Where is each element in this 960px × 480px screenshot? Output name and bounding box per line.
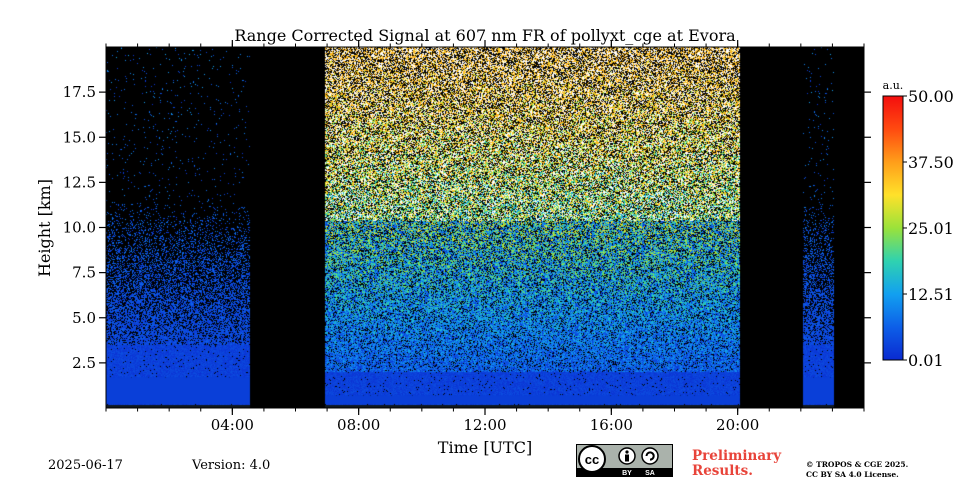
- x-tick-label: 16:00: [590, 416, 633, 434]
- y-tick-label: 12.5: [63, 173, 96, 191]
- y-tick-label: 15.0: [63, 128, 96, 146]
- colorbar-tick-label: 25.01: [908, 219, 954, 238]
- x-tick-label: 12:00: [463, 416, 506, 434]
- sa-icon: [641, 447, 659, 465]
- copyright-line-1: © TROPOS & CGE 2025.: [806, 460, 909, 469]
- y-tick-label: 10.0: [63, 219, 96, 237]
- colorbar: [882, 95, 904, 361]
- y-tick-label: 7.5: [72, 264, 96, 282]
- y-axis-label: Height [km]: [35, 179, 54, 277]
- x-tick-label: 08:00: [337, 416, 380, 434]
- x-tick-label: 04:00: [211, 416, 254, 434]
- colorbar-tick-label: 12.51: [908, 285, 954, 304]
- y-tick-label: 2.5: [72, 354, 96, 372]
- colorbar-tick-label: 0.01: [908, 351, 944, 370]
- cc-label: cc: [585, 452, 599, 467]
- sa-label: SA: [645, 470, 655, 477]
- date-label: 2025-06-17: [48, 458, 123, 473]
- y-tick-label: 17.5: [63, 83, 96, 101]
- cc-by-sa-badge[interactable]: cc BY SA: [576, 444, 673, 477]
- x-axis-label: Time [UTC]: [438, 438, 532, 457]
- colorbar-tick-label: 50.00: [908, 87, 954, 106]
- preliminary-line-2: Results.: [692, 463, 753, 479]
- preliminary-results-note: Preliminary Results.: [692, 449, 781, 479]
- colorbar-ticks: 0.01 12.51 25.01 37.50 50.00: [903, 87, 954, 370]
- signal-heatmap: [106, 47, 864, 408]
- colorbar-tick-label: 37.50: [908, 153, 954, 172]
- copyright-line-2: CC BY SA 4.0 License.: [806, 470, 899, 479]
- by-label: BY: [622, 470, 632, 477]
- x-axis: 04:00 08:00 12:00 16:00 20:00: [105, 40, 865, 434]
- y-axis: 2.5 5.0 7.5 10.0 12.5 15.0 17.5: [63, 83, 871, 372]
- colorbar-unit: a.u.: [883, 79, 904, 92]
- preliminary-line-1: Preliminary: [692, 448, 782, 464]
- x-tick-label: 20:00: [716, 416, 759, 434]
- version-label: Version: 4.0: [192, 458, 271, 473]
- y-tick-label: 5.0: [72, 309, 96, 327]
- plot-area: [106, 47, 864, 408]
- copyright-note: © TROPOS & CGE 2025. CC BY SA 4.0 Licens…: [806, 460, 908, 480]
- chart-title: Range Corrected Signal at 607 nm FR of p…: [234, 26, 736, 45]
